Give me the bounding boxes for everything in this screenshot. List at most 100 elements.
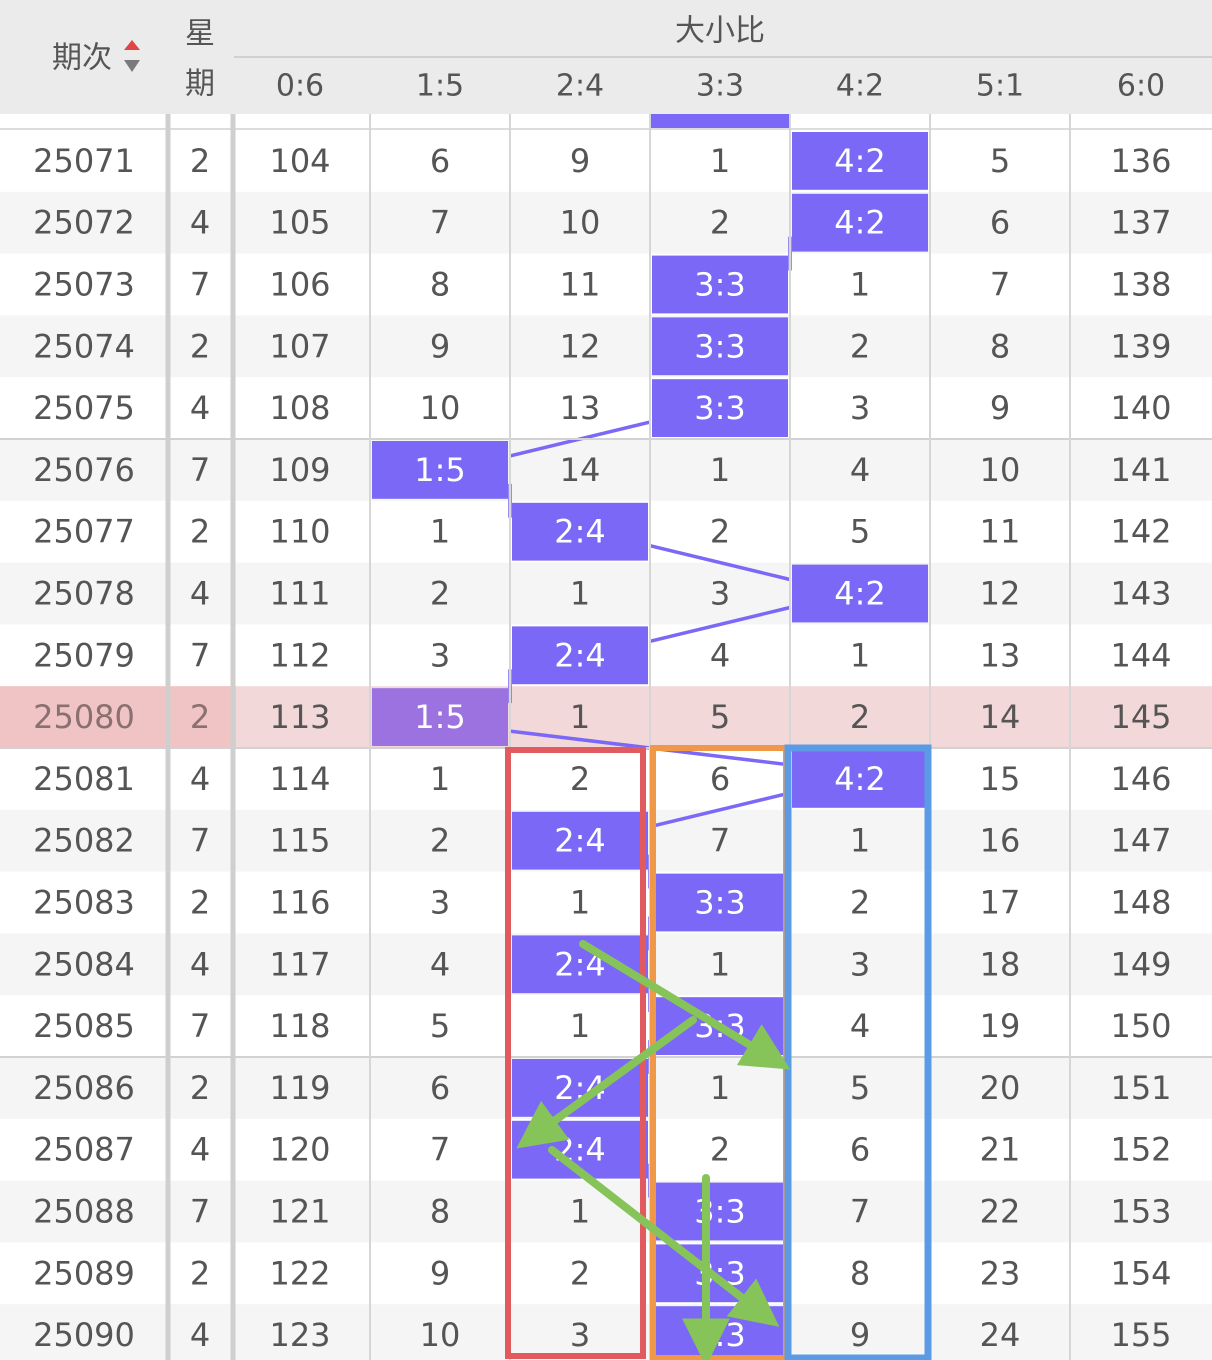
week-cell: 4: [190, 389, 210, 427]
period-cell: 25082: [33, 822, 135, 860]
period-cell: 25076: [33, 451, 135, 489]
week-header-top: 星: [185, 17, 215, 52]
week-cell: 2: [190, 327, 210, 365]
miss-count: 7: [430, 1131, 450, 1169]
miss-count: 9: [430, 1254, 450, 1292]
ratio-header-0: 0:6: [276, 69, 324, 104]
miss-count: 1: [570, 884, 590, 922]
miss-count: 143: [1110, 575, 1171, 613]
miss-count: 9: [850, 1316, 870, 1354]
miss-count: 1: [430, 513, 450, 551]
miss-count: 1: [710, 142, 730, 180]
miss-count: 2: [850, 698, 870, 736]
hit-cell: [652, 255, 788, 314]
miss-count: 1: [710, 945, 730, 983]
row-stripe: [0, 562, 1212, 625]
miss-count: 148: [1110, 884, 1171, 922]
miss-count: 4: [850, 451, 870, 489]
miss-count: 6: [430, 1069, 450, 1107]
miss-count: 7: [430, 204, 450, 242]
period-header[interactable]: 期次: [52, 41, 112, 76]
miss-count: 2: [710, 204, 730, 242]
hit-cell: [652, 1182, 788, 1241]
miss-count: 1: [850, 822, 870, 860]
period-cell: 25084: [33, 945, 135, 983]
miss-count: 139: [1110, 327, 1171, 365]
miss-count: 1: [570, 1007, 590, 1045]
miss-count: 105: [269, 204, 330, 242]
hit-value: 2:4: [554, 636, 606, 674]
hit-value: 1:5: [414, 451, 466, 489]
miss-count: 1: [850, 636, 870, 674]
miss-count: 5: [850, 1069, 870, 1107]
miss-count: 114: [269, 760, 330, 798]
miss-count: 1: [570, 698, 590, 736]
miss-count: 153: [1110, 1193, 1171, 1231]
trend-line: [649, 791, 791, 829]
miss-count: 19: [980, 1007, 1021, 1045]
period-cell: 25080: [33, 698, 135, 736]
partial-hit-cell: [650, 114, 790, 128]
miss-count: 8: [430, 266, 450, 304]
miss-count: 10: [420, 389, 461, 427]
week-cell: 4: [190, 1131, 210, 1169]
miss-count: 136: [1110, 142, 1171, 180]
miss-count: 141: [1110, 451, 1171, 489]
miss-count: 154: [1110, 1254, 1171, 1292]
period-cell: 25090: [33, 1316, 135, 1354]
green-arrow: [516, 1016, 697, 1149]
miss-count: 22: [980, 1193, 1021, 1231]
miss-count: 2: [570, 760, 590, 798]
miss-count: 2: [850, 884, 870, 922]
hit-cell: [652, 317, 788, 376]
hit-value: 3:3: [694, 1193, 746, 1231]
row-stripe: [0, 1304, 1212, 1360]
miss-count: 9: [990, 389, 1010, 427]
miss-count: 11: [980, 513, 1021, 551]
hit-value: 3:3: [694, 884, 746, 922]
miss-count: 107: [269, 327, 330, 365]
miss-count: 116: [269, 884, 330, 922]
miss-count: 112: [269, 636, 330, 674]
miss-count: 24: [980, 1316, 1021, 1354]
miss-count: 21: [980, 1131, 1021, 1169]
period-cell: 25085: [33, 1007, 135, 1045]
hit-cell: [652, 379, 788, 437]
miss-count: 5: [710, 698, 730, 736]
period-cell: 25086: [33, 1069, 135, 1107]
miss-count: 144: [1110, 636, 1171, 674]
miss-count: 149: [1110, 945, 1171, 983]
miss-count: 23: [980, 1254, 1021, 1292]
week-cell: 7: [190, 266, 210, 304]
miss-count: 2: [430, 822, 450, 860]
miss-count: 3: [430, 636, 450, 674]
period-cell: 25087: [33, 1131, 135, 1169]
miss-count: 121: [269, 1193, 330, 1231]
miss-count: 7: [850, 1193, 870, 1231]
miss-count: 14: [560, 451, 601, 489]
miss-count: 146: [1110, 760, 1171, 798]
period-cell: 25089: [33, 1254, 135, 1292]
miss-count: 4: [850, 1007, 870, 1045]
miss-count: 152: [1110, 1131, 1171, 1169]
ratio-header-3: 3:3: [696, 69, 744, 104]
period-cell: 25071: [33, 142, 135, 180]
hit-value: 4:2: [834, 760, 886, 798]
miss-count: 10: [420, 1316, 461, 1354]
miss-count: 5: [850, 513, 870, 551]
miss-count: 17: [980, 884, 1021, 922]
current-row-left-highlight: [0, 686, 236, 748]
hit-cell: [792, 564, 928, 623]
miss-count: 120: [269, 1131, 330, 1169]
miss-count: 2: [710, 513, 730, 551]
row-stripe: [0, 439, 1212, 501]
miss-count: 137: [1110, 204, 1171, 242]
hit-value: 3:3: [694, 266, 746, 304]
hit-value: 3:3: [694, 389, 746, 427]
miss-count: 122: [269, 1254, 330, 1292]
hit-value: 1:5: [414, 698, 466, 736]
ratio-group-header: 大小比: [675, 14, 765, 49]
period-cell: 25079: [33, 636, 135, 674]
sort-arrows-icon[interactable]: [124, 40, 140, 72]
miss-count: 140: [1110, 389, 1171, 427]
